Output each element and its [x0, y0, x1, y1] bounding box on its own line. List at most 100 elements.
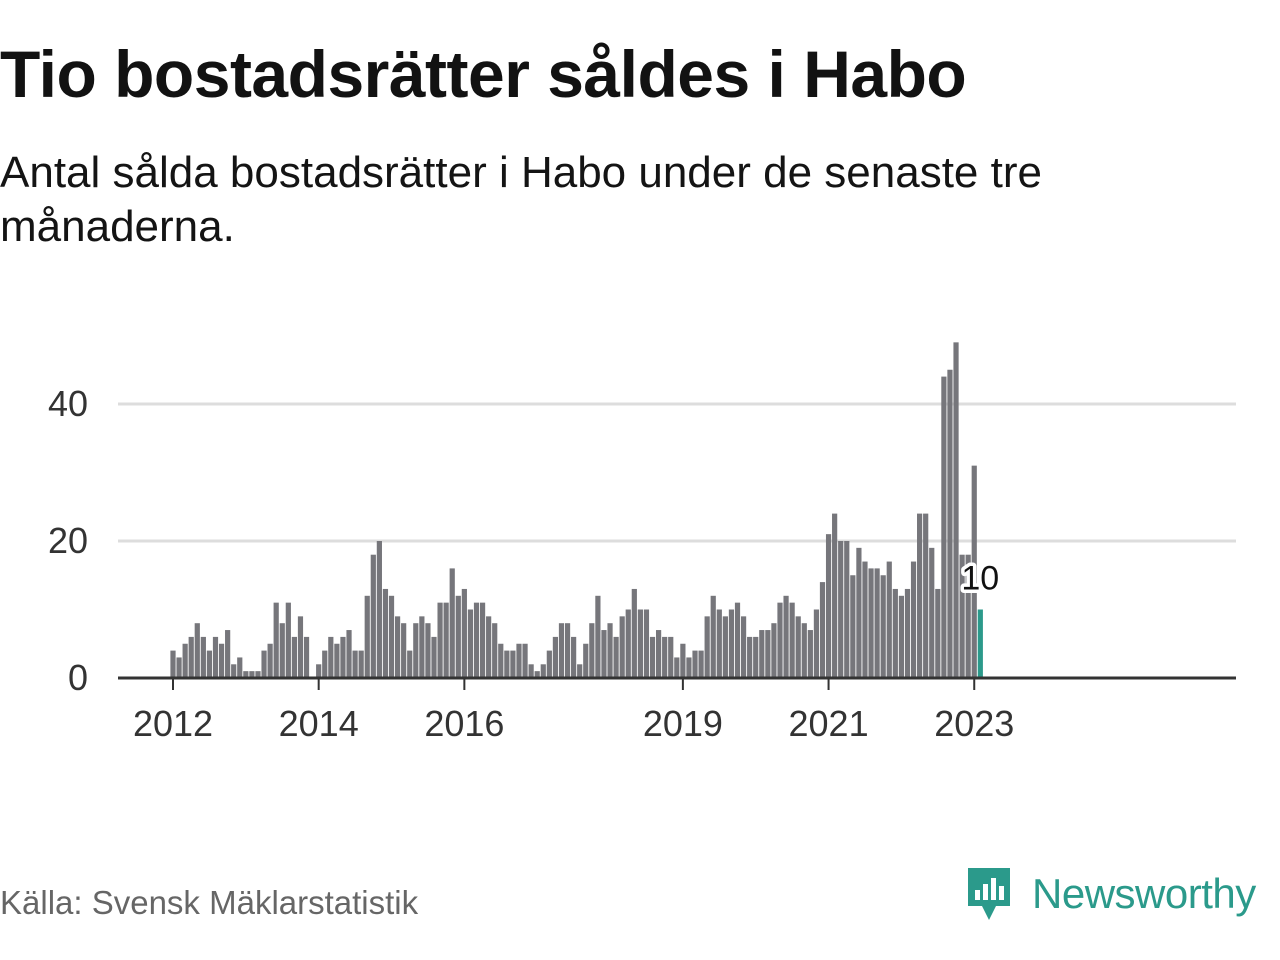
bar-highlight [977, 609, 983, 678]
bar [886, 561, 892, 678]
x-tick-label: 2021 [789, 703, 869, 744]
bar [188, 636, 194, 678]
bar [868, 568, 874, 678]
bar [571, 636, 577, 678]
x-axis-ticks: 2012 2014 2016 2019 2021 2023 [133, 678, 1014, 744]
y-tick-label: 40 [48, 383, 88, 424]
bar [844, 541, 850, 678]
source-note: Källa: Svensk Mäklarstatistik [0, 884, 419, 921]
bar [929, 547, 935, 678]
bar [971, 465, 977, 678]
bar [364, 595, 370, 678]
bar [504, 650, 510, 678]
bar [249, 671, 255, 678]
bar [267, 643, 273, 678]
bar [953, 342, 959, 678]
bar [795, 616, 801, 678]
bar [564, 623, 571, 678]
bar [206, 650, 213, 678]
bar [486, 616, 492, 678]
bar [225, 630, 231, 678]
bar [237, 657, 243, 678]
bar [388, 595, 395, 678]
x-tick-label: 2023 [934, 703, 1014, 744]
bar [334, 643, 340, 678]
bar [898, 595, 904, 678]
bar [740, 616, 747, 678]
bar [625, 609, 631, 678]
bar [516, 643, 522, 678]
bar [382, 588, 389, 678]
bar [413, 623, 419, 678]
bar [619, 616, 625, 678]
y-axis-ticks: 0 20 40 [48, 383, 88, 698]
x-tick-label: 2014 [279, 703, 359, 744]
bars [170, 342, 983, 678]
bar [880, 575, 886, 678]
bar [528, 664, 534, 678]
x-tick-label: 2016 [424, 703, 504, 744]
bar [583, 643, 589, 678]
bar [722, 616, 728, 678]
bar [340, 636, 346, 678]
bar [753, 636, 759, 678]
bar [467, 609, 474, 678]
annotations: 10 [958, 556, 1003, 601]
bar [819, 582, 826, 678]
bar [923, 513, 929, 678]
bar [279, 623, 285, 678]
bar [437, 602, 443, 678]
x-tick-label: 2012 [133, 703, 213, 744]
bar [394, 616, 401, 678]
bar [759, 630, 765, 678]
bar [431, 636, 437, 678]
bar [346, 630, 352, 678]
bar [170, 650, 176, 678]
y-tick-label: 20 [48, 520, 88, 561]
bar [807, 630, 813, 678]
bar [370, 554, 376, 678]
bar [425, 623, 431, 678]
bar [552, 636, 559, 678]
bar [832, 513, 838, 678]
bar [874, 568, 880, 678]
bar [935, 588, 941, 678]
bar-chart-speech-bubble-icon [968, 868, 1010, 920]
bar [243, 671, 249, 678]
bar [777, 602, 783, 678]
bar [856, 547, 862, 678]
bar [218, 643, 225, 678]
bar-chart: 0 20 40 2012 2014 2016 2019 2021 2023 10 [48, 342, 1236, 744]
highlight-value-label: 10 [961, 560, 999, 598]
bar [231, 664, 237, 678]
bar [558, 623, 565, 678]
bar [522, 643, 528, 678]
bar [765, 630, 771, 678]
bar [789, 602, 795, 678]
bar [534, 671, 540, 678]
bar [297, 616, 304, 678]
chart-subtitle: Antal sålda bostadsrätter i Habo under d… [0, 148, 1042, 251]
bar [649, 636, 656, 678]
bar [498, 643, 504, 678]
bar [595, 595, 601, 678]
bar [407, 650, 413, 678]
newsworthy-logo: Newsworthy [964, 864, 1256, 924]
bar [479, 602, 486, 678]
bar [716, 609, 722, 678]
bar [461, 588, 467, 678]
bar [917, 513, 923, 678]
x-tick-label: 2019 [643, 703, 723, 744]
bar [577, 664, 583, 678]
bar [546, 650, 552, 678]
bar [601, 630, 607, 678]
bar [212, 636, 219, 678]
bar [643, 609, 650, 678]
bar [303, 636, 310, 678]
bar [473, 602, 480, 678]
bar [449, 568, 455, 678]
bar [540, 664, 546, 678]
logo-text: Newsworthy [1032, 870, 1256, 917]
bar [455, 595, 461, 678]
bar [589, 623, 595, 678]
